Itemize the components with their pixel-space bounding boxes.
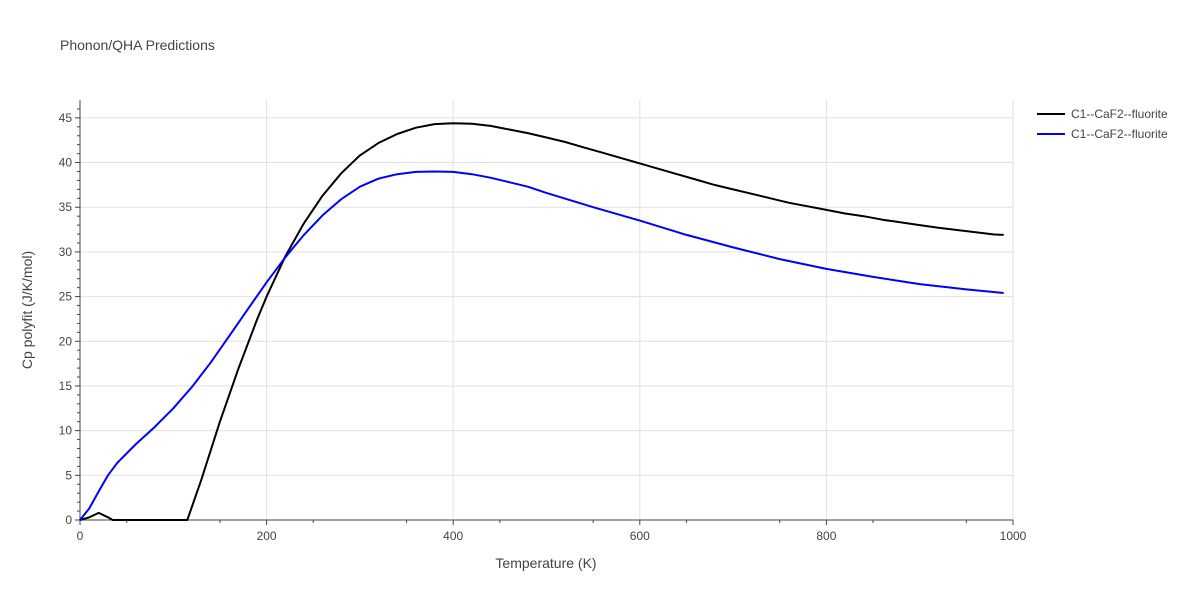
x-tick-label: 600: [630, 529, 650, 543]
x-tick-label: 800: [816, 529, 836, 543]
axes: [79, 100, 1013, 521]
x-tick-label: 1000: [1000, 529, 1027, 543]
y-tick-label: 25: [59, 290, 73, 304]
legend[interactable]: C1--CaF2--fluorite C1--CaF2--fluorite: [1037, 107, 1168, 141]
y-tick-label: 35: [59, 200, 73, 214]
y-tick-label: 30: [59, 245, 73, 259]
y-axis-title: Cp polyfit (J/K/mol): [19, 251, 35, 369]
x-ticks: 0 200 400 600 800 1000: [77, 520, 1027, 543]
plot-area: [79, 122, 1004, 521]
legend-item-0[interactable]: C1--CaF2--fluorite: [1037, 107, 1168, 121]
y-tick-label: 20: [59, 334, 73, 348]
series-line-1: [79, 170, 1004, 521]
legend-label: C1--CaF2--fluorite: [1071, 107, 1168, 121]
y-tick-label: 5: [65, 468, 72, 482]
y-tick-label: 15: [59, 379, 73, 393]
x-tick-label: 400: [443, 529, 463, 543]
y-tick-label: 0: [65, 513, 72, 527]
x-tick-label: 200: [257, 529, 277, 543]
series-line-0: [79, 122, 1004, 521]
y-ticks: 0 5 10 15 20 25 30 35 40 45: [59, 108, 80, 527]
legend-item-1[interactable]: C1--CaF2--fluorite: [1037, 127, 1168, 141]
y-tick-label: 45: [59, 111, 73, 125]
x-axis-title: Temperature (K): [495, 555, 596, 571]
x-tick-label: 0: [77, 529, 84, 543]
legend-label: C1--CaF2--fluorite: [1071, 127, 1168, 141]
y-tick-label: 40: [59, 156, 73, 170]
y-tick-label: 10: [59, 424, 73, 438]
grid: [80, 100, 1014, 520]
chart-title: Phonon/QHA Predictions: [60, 37, 215, 53]
